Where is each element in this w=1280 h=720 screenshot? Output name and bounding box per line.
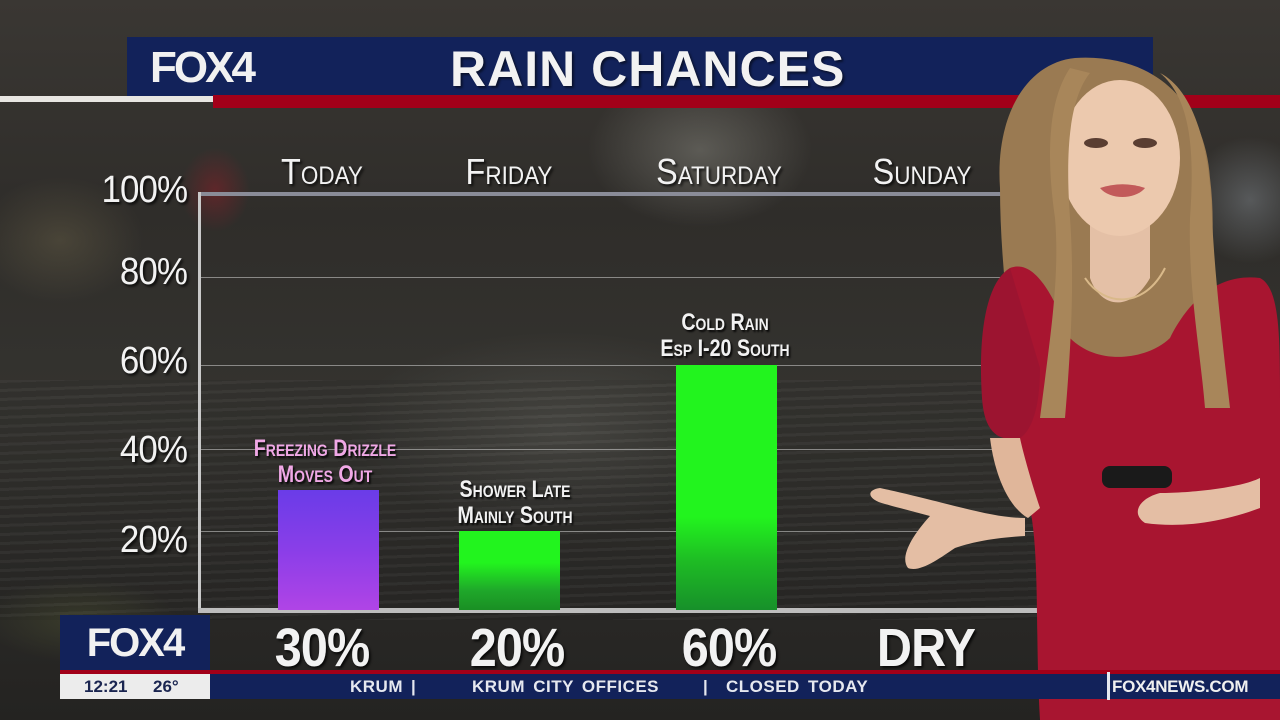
website-url: FOX4NEWS.COM [1112,677,1249,696]
title-bar-red-stripe [213,95,1280,108]
lower-third-red-stripe [60,670,210,674]
day-label-sunday: Sunday [872,151,972,192]
y-tick-20: 20% [119,519,188,561]
value-sunday: DRY [876,618,976,678]
bar-note-today-line2: Moves Out [277,461,373,488]
current-temperature: 26° [153,677,179,696]
title-bar-white-line [0,96,213,102]
ticker-divider [1107,672,1110,700]
title-bar [127,37,1153,96]
lower-third-logo-box [60,615,210,673]
day-label-today: Today [281,151,363,192]
bar-note-saturday: Cold Rain Esp I-20 South [634,310,816,362]
value-saturday: 60% [681,618,777,678]
page-title: RAIN CHANCES [450,41,846,97]
bar-today [278,490,379,610]
day-label-saturday: Saturday [656,151,782,192]
ticker-item-krum: KRUM [350,677,403,696]
gridline-60 [198,365,1048,366]
ticker-item-closed-today: CLOSED TODAY [726,677,869,696]
chart-area [198,192,1048,613]
bar-note-today-line1: Freezing Drizzle [253,435,397,462]
bar-note-today: Freezing Drizzle Moves Out [234,436,416,488]
bar-note-saturday-line1: Cold Rain [681,309,769,336]
y-tick-100: 100% [101,169,188,211]
bar-note-friday-line2: Mainly South [457,502,573,529]
x-axis [198,608,1048,613]
fox4-logo: FOX4 [150,43,256,92]
presenter-figure [870,57,1280,720]
ticker-item-city-offices: KRUM CITY OFFICES [472,677,660,696]
bar-note-friday: Shower Late Mainly South [429,477,601,529]
value-today: 30% [274,618,370,678]
y-tick-60: 60% [119,340,188,382]
time-temp-box [60,674,210,699]
gridline-100 [198,192,1048,196]
value-friday: 20% [469,618,565,678]
ticker-red-stripe [210,670,1280,674]
y-tick-80: 80% [119,251,188,293]
gridline-20 [198,531,1048,532]
bar-note-friday-line1: Shower Late [459,476,571,503]
day-label-friday: Friday [465,151,553,192]
current-time: 12:21 [84,677,128,696]
lower-third-fox4-logo: FOX4 [86,621,185,665]
y-axis [198,192,201,612]
bar-saturday [676,365,777,610]
gridline-40 [198,449,1048,450]
bar-note-saturday-line2: Esp I-20 South [660,335,790,362]
bar-friday [459,531,560,610]
ticker-separator: | [411,677,416,696]
ticker-separator: | [703,677,708,696]
gridline-80 [198,277,1048,278]
news-ticker [210,674,1280,699]
y-tick-40: 40% [119,429,188,471]
